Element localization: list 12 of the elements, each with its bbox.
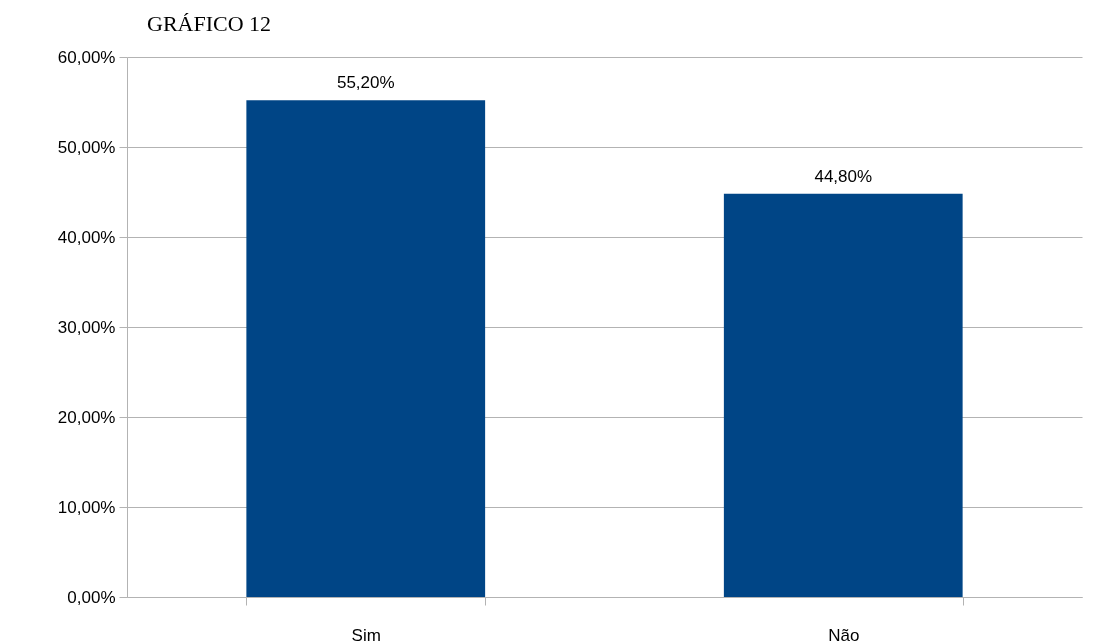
- chart-title: GRÁFICO 12: [147, 11, 272, 36]
- y-tick-label: 20,00%: [57, 407, 116, 427]
- y-tick-label: 50,00%: [57, 137, 116, 157]
- y-tick-label: 40,00%: [57, 227, 116, 247]
- y-tick-label: 30,00%: [57, 317, 116, 337]
- y-tick-label: 60,00%: [57, 47, 116, 67]
- y-tick-label: 0,00%: [67, 587, 116, 607]
- data-label: 55,20%: [336, 73, 395, 93]
- x-tick-label: Não: [828, 625, 860, 644]
- y-tick-label: 10,00%: [57, 497, 116, 517]
- data-label: 44,80%: [814, 166, 873, 186]
- x-tick-label: Sim: [351, 625, 381, 644]
